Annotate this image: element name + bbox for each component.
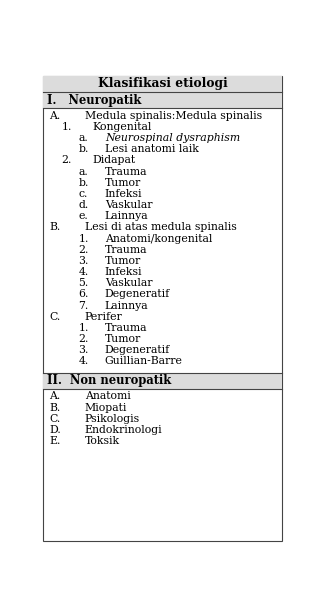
Text: Guillian-Barre: Guillian-Barre [105,356,183,367]
Bar [43,76,282,93]
Text: 1.: 1. [78,234,89,243]
Text: II.  Non neuropatik: II. Non neuropatik [47,375,171,387]
Text: Trauma: Trauma [105,167,147,176]
Text: 3.: 3. [78,256,89,266]
Bar [43,373,282,389]
Text: e.: e. [78,211,88,221]
Text: Vaskular: Vaskular [105,278,152,288]
Text: d.: d. [78,200,89,210]
Text: Perifer: Perifer [85,312,122,321]
Text: I.   Neuropatik: I. Neuropatik [47,94,142,107]
Text: 2.: 2. [78,334,89,344]
Text: A.: A. [49,392,60,401]
Text: Anatomi/kongenital: Anatomi/kongenital [105,234,212,243]
Text: Kongenital: Kongenital [92,122,152,132]
Text: Toksik: Toksik [85,436,120,446]
Text: a.: a. [78,133,88,143]
Text: Vaskular: Vaskular [105,200,152,210]
Text: Anatomi: Anatomi [85,392,130,401]
Text: b.: b. [78,178,89,188]
Text: 1.: 1. [78,323,89,333]
Text: Trauma: Trauma [105,323,147,333]
Text: E.: E. [49,436,60,446]
Text: 2.: 2. [61,156,72,165]
Text: Tumor: Tumor [105,256,141,266]
Text: Miopati: Miopati [85,403,127,412]
Text: C.: C. [49,414,60,424]
Text: B.: B. [49,223,60,232]
Text: Degeneratif: Degeneratif [105,345,170,355]
Bar [43,93,282,108]
Text: Trauma: Trauma [105,245,147,255]
Text: Infeksi: Infeksi [105,189,142,199]
Text: D.: D. [49,425,61,435]
Text: 2.: 2. [78,245,89,255]
Text: 5.: 5. [78,278,89,288]
Text: 4.: 4. [78,267,89,277]
Text: Tumor: Tumor [105,178,141,188]
Text: Endokrinologi: Endokrinologi [85,425,162,435]
Text: Neurospinal dysraphism: Neurospinal dysraphism [105,133,240,143]
Text: 7.: 7. [78,301,89,310]
Text: Didapat: Didapat [92,156,135,165]
Text: C.: C. [49,312,60,321]
Text: Tumor: Tumor [105,334,141,344]
Text: Psikologis: Psikologis [85,414,140,424]
Text: Degeneratif: Degeneratif [105,289,170,300]
Text: B.: B. [49,403,60,412]
Text: Lainnya: Lainnya [105,301,148,310]
Text: 1.: 1. [61,122,72,132]
Text: c.: c. [78,189,88,199]
Text: Lesi anatomi laik: Lesi anatomi laik [105,144,198,154]
Text: A.: A. [49,111,60,121]
Text: 3.: 3. [78,345,89,355]
Text: 6.: 6. [78,289,89,300]
Text: Medula spinalis:Medula spinalis: Medula spinalis:Medula spinalis [85,111,262,121]
Text: Klasifikasi etiologi: Klasifikasi etiologi [98,77,227,90]
Text: Lesi di atas medula spinalis: Lesi di atas medula spinalis [85,223,236,232]
Text: Lainnya: Lainnya [105,211,148,221]
Text: 4.: 4. [78,356,89,367]
Text: Infeksi: Infeksi [105,267,142,277]
Text: b.: b. [78,144,89,154]
Text: a.: a. [78,167,88,176]
